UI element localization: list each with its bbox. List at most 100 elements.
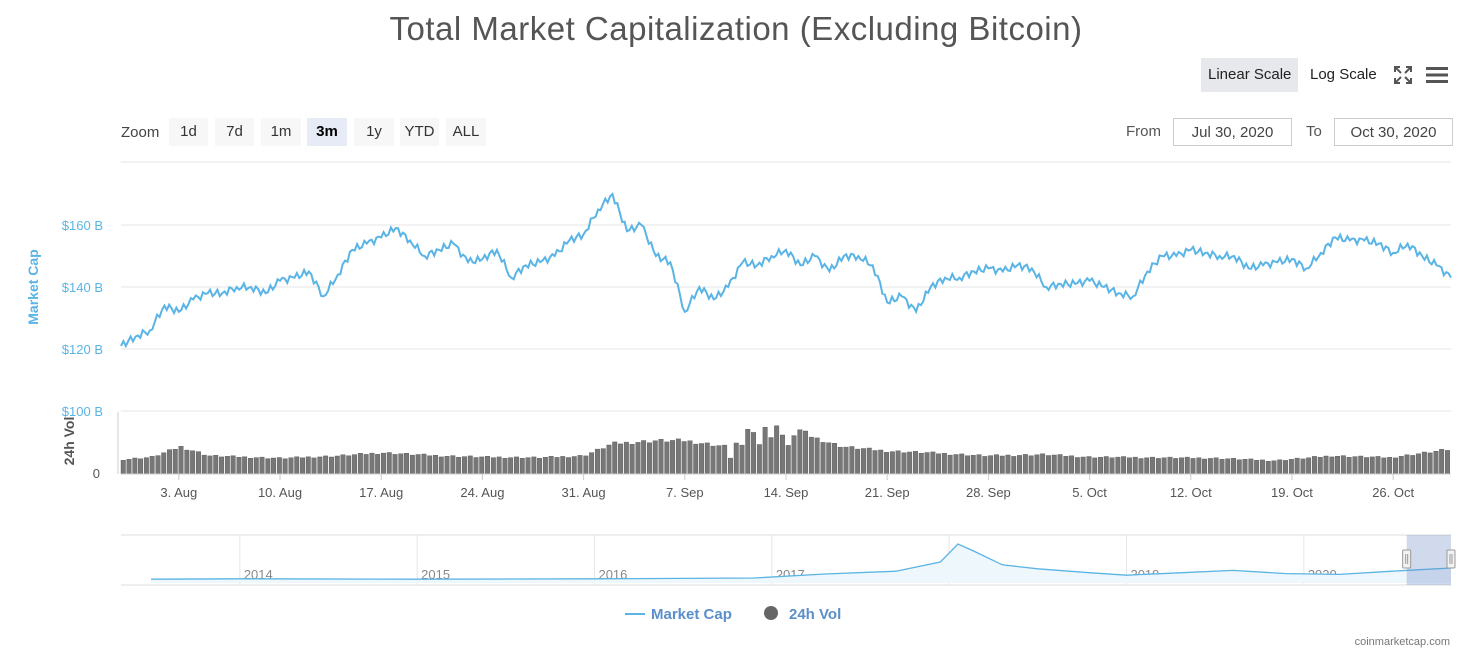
volume-bar — [924, 452, 930, 475]
volume-bar — [808, 436, 814, 475]
volume-bar — [855, 448, 861, 475]
volume-bar — [1092, 457, 1098, 475]
volume-bar — [884, 452, 889, 475]
x-tick-label: 14. Sep — [764, 485, 809, 500]
volume-bar — [421, 453, 427, 475]
zoom-1y-button[interactable]: 1y — [354, 118, 394, 146]
volume-bar — [635, 442, 641, 475]
volume-bar — [490, 457, 496, 475]
legend-item-market-cap[interactable]: Market Cap — [651, 606, 732, 623]
volume-bar — [323, 455, 329, 475]
navigator-left-handle[interactable] — [1402, 549, 1412, 569]
volume-bar — [589, 452, 595, 475]
x-tick-label: 28. Sep — [966, 485, 1011, 500]
volume-bar — [803, 430, 808, 475]
volume-bar — [600, 448, 606, 475]
volume-bar — [1040, 453, 1046, 475]
credit-label: coinmarketcap.com — [1354, 636, 1450, 648]
volume-bar — [236, 457, 242, 475]
volume-bar — [895, 450, 901, 475]
volume-bar — [1219, 459, 1225, 475]
volume-bar — [780, 434, 785, 475]
volume-bar — [1444, 450, 1450, 475]
volume-bar — [1271, 460, 1277, 475]
volume-bar — [1283, 460, 1289, 475]
volume-bar — [641, 440, 647, 475]
volume-bar — [311, 457, 317, 475]
fullscreen-icon[interactable] — [1393, 65, 1413, 85]
log-scale-button[interactable]: Log Scale — [1310, 66, 1377, 83]
from-date-input[interactable]: Jul 30, 2020 — [1173, 118, 1292, 146]
legend-item-24h-vol[interactable]: 24h Vol — [789, 606, 841, 623]
volume-bar — [409, 454, 415, 475]
volume-bar — [161, 452, 167, 475]
x-tick-label: 7. Sep — [666, 485, 704, 500]
volume-bar — [467, 455, 473, 475]
volume-bar — [716, 445, 722, 475]
volume-bar — [1080, 456, 1086, 475]
volume-bar — [288, 457, 294, 475]
volume-bar — [1126, 457, 1132, 475]
volume-bar — [566, 457, 571, 475]
volume-bar — [994, 454, 999, 475]
volume-bar — [820, 442, 826, 475]
volume-bar — [479, 456, 485, 475]
volume-bar — [947, 454, 953, 475]
volume-bar — [1300, 458, 1306, 475]
volume-bar — [126, 459, 132, 475]
volume-bar — [369, 452, 375, 475]
volume-bar — [178, 446, 184, 475]
zoom-7d-button[interactable]: 7d — [215, 118, 254, 146]
zoom-ytd-button[interactable]: YTD — [400, 118, 439, 146]
volume-bar — [167, 449, 173, 475]
volume-bar — [1311, 456, 1317, 475]
volume-bar — [525, 457, 531, 475]
volume-bar — [1340, 455, 1346, 475]
x-tick-label: 21. Sep — [865, 485, 910, 500]
volume-bar — [1254, 460, 1260, 475]
zoom-all-button[interactable]: ALL — [446, 118, 486, 146]
zoom-3m-button[interactable]: 3m — [307, 118, 347, 146]
navigator-right-handle[interactable] — [1446, 549, 1456, 569]
volume-bar — [329, 456, 334, 475]
volume-bar — [988, 455, 994, 475]
x-tick-label: 19. Oct — [1271, 485, 1313, 500]
volume-bar — [1017, 455, 1022, 475]
x-tick-label: 5. Oct — [1072, 485, 1107, 500]
volume-bar — [1427, 452, 1433, 475]
zoom-1m-button[interactable]: 1m — [261, 118, 301, 146]
volume-bar — [970, 455, 976, 475]
volume-bar — [531, 456, 537, 475]
volume-bar — [1207, 458, 1213, 475]
x-tick-label: 24. Aug — [460, 485, 504, 500]
volume-bar — [294, 456, 300, 475]
volume-bar — [1063, 456, 1069, 475]
legend-dot-swatch — [764, 606, 778, 620]
navigator-selection[interactable] — [1406, 535, 1451, 585]
volume-bar — [305, 456, 311, 475]
volume-bar — [664, 441, 670, 475]
to-label: To — [1306, 123, 1322, 140]
to-date-input[interactable]: Oct 30, 2020 — [1334, 118, 1453, 146]
volume-bar — [774, 425, 780, 475]
volume-bar — [519, 458, 525, 475]
volume-bar — [1248, 458, 1254, 475]
menu-icon[interactable] — [1425, 65, 1449, 85]
volume-bar — [1421, 451, 1427, 475]
volume-bar — [704, 442, 710, 475]
from-label: From — [1126, 123, 1161, 140]
volume-bar — [1294, 457, 1300, 475]
volume-bar — [317, 456, 323, 475]
volume-bar — [1404, 454, 1410, 475]
volume-bar — [1387, 457, 1393, 475]
volume-bar — [675, 438, 681, 475]
volume-bar — [1150, 456, 1156, 475]
volume-bar — [363, 454, 369, 475]
volume-bar — [913, 451, 918, 475]
y-tick-label: $120 B — [62, 342, 103, 357]
zoom-1d-button[interactable]: 1d — [169, 118, 208, 146]
linear-scale-button[interactable]: Linear Scale — [1201, 58, 1299, 92]
volume-bar — [143, 457, 149, 475]
volume-bar — [1369, 456, 1375, 475]
